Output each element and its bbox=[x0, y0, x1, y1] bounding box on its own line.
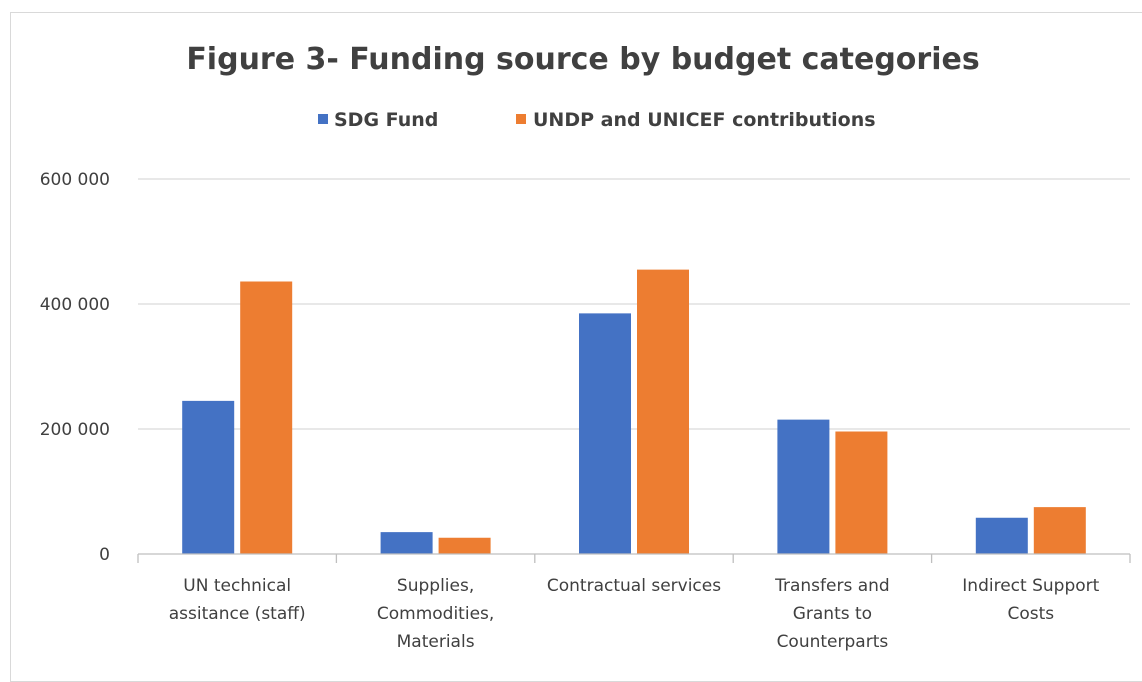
bar-sdg-fund-0 bbox=[182, 400, 235, 554]
legend-label: SDG Fund bbox=[334, 109, 438, 131]
legend-swatch bbox=[318, 114, 328, 124]
x-category-label: Grants to bbox=[793, 604, 872, 624]
x-category-label: Transfers and bbox=[774, 576, 890, 596]
gridlines bbox=[138, 178, 1130, 430]
bar-sdg-fund-3 bbox=[777, 419, 830, 554]
y-axis-ticks: 0 200 000 400 000 600 000 bbox=[40, 170, 110, 565]
y-tick-label: 200 000 bbox=[40, 420, 110, 440]
x-category-label: Contractual services bbox=[547, 576, 721, 596]
bar-sdg-fund-4 bbox=[975, 517, 1028, 554]
bars bbox=[182, 269, 1086, 554]
bar-undp-unicef-4 bbox=[1033, 507, 1086, 554]
x-category-label: Costs bbox=[1007, 604, 1054, 624]
legend-label: UNDP and UNICEF contributions bbox=[533, 109, 876, 131]
x-category-label: assitance (staff) bbox=[169, 604, 306, 624]
x-category-label: Supplies, bbox=[397, 576, 474, 596]
y-tick-label: 400 000 bbox=[40, 295, 110, 315]
bar-undp-unicef-0 bbox=[240, 281, 293, 554]
x-category-label: Materials bbox=[397, 632, 475, 652]
legend: SDG Fund UNDP and UNICEF contributions bbox=[318, 109, 876, 131]
x-category-label: UN technical bbox=[183, 576, 291, 596]
chart-title: Figure 3- Funding source by budget categ… bbox=[186, 42, 979, 77]
x-category-label: Counterparts bbox=[777, 632, 889, 652]
bar-sdg-fund-1 bbox=[380, 532, 433, 554]
y-tick-label: 600 000 bbox=[40, 170, 110, 190]
bar-undp-unicef-1 bbox=[438, 537, 491, 554]
chart-frame bbox=[10, 12, 1142, 682]
bar-undp-unicef-2 bbox=[637, 269, 689, 554]
x-category-label: Commodities, bbox=[377, 604, 494, 624]
bar-undp-unicef-3 bbox=[835, 431, 888, 554]
x-category-label: Indirect Support bbox=[962, 576, 1099, 596]
y-tick-label: 0 bbox=[99, 545, 110, 565]
x-axis: UN technical assitance (staff) Supplies, Co… bbox=[137, 553, 1131, 652]
legend-swatch bbox=[516, 114, 526, 124]
bar-sdg-fund-2 bbox=[579, 313, 631, 554]
